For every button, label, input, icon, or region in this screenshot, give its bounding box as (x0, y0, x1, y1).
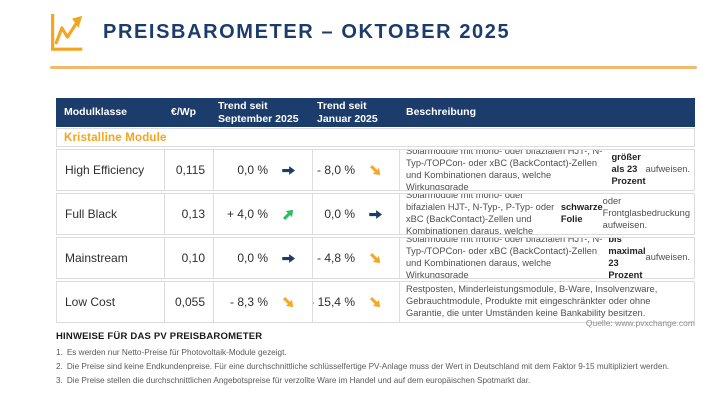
trend-september-cell: - 8,3 % (213, 282, 312, 322)
trend-value: - 4,8 % (316, 251, 355, 265)
table-row-full-black: Full Black 0,13 + 4,0 % 0,0 % Solarmodul… (56, 193, 695, 235)
footnote-item: 3. Die Preise stellen die durchschnittli… (56, 376, 716, 385)
col-header-trend-september: Trend seit September 2025 (212, 100, 311, 124)
module-class-cell: Full Black (65, 207, 118, 221)
description-text: Solarmodule mit mono- oder bifazialen HJ… (406, 150, 603, 190)
description-text: Solarmodule mit mono- oder bifazialen HJ… (406, 238, 603, 278)
module-class-cell: Mainstream (65, 251, 128, 265)
description-text-bold: schwarze Folie (560, 202, 603, 224)
description-text: aufweisen. (645, 252, 690, 263)
trend-value: - 8,3 % (229, 295, 268, 309)
price-cell: 0,055 (164, 282, 213, 322)
line-chart-icon (51, 14, 83, 51)
trend-arrow-icon (366, 163, 385, 178)
footnote-text: Es werden nur Netto-Preise für Photovolt… (66, 348, 287, 357)
trend-value: + 4,0 % (226, 207, 268, 221)
description-text-bold: bis maximal 23 Prozent (608, 238, 646, 278)
trend-value: - 8,0 % (316, 163, 355, 177)
section-row-kristalline-module: Kristalline Module (56, 128, 695, 147)
price-cell: 0,10 (164, 238, 213, 278)
description-cell: Restposten, Minderleistungsmodule, B-War… (399, 282, 696, 322)
footnotes: HINWEISE FÜR DAS PV PREISBAROMETER 1. Es… (56, 331, 716, 390)
price-table: Modulklasse €/Wp Trend seit September 20… (56, 98, 695, 323)
module-class-cell: Low Cost (65, 295, 116, 309)
trend-arrow-icon (279, 295, 298, 310)
trend-arrow-icon (279, 207, 298, 222)
description-cell: Solarmodule mit mono- oder bifazialen HJ… (399, 150, 696, 190)
col-header-line: Trend seit (317, 100, 367, 113)
col-header-line: September 2025 (218, 112, 299, 125)
trend-september-cell: 0,0 % (213, 150, 312, 190)
col-header-beschreibung: Beschreibung (406, 106, 477, 119)
trend-januar-cell: - 4,8 % (312, 238, 399, 278)
footnote-item: 2. Die Preise sind keine Endkundenpreise… (56, 362, 716, 371)
col-header-modulklasse: Modulklasse (64, 106, 128, 119)
trend-september-cell: + 4,0 % (213, 194, 312, 234)
trend-arrow-icon (279, 251, 298, 266)
footnote-number: 1. (56, 348, 63, 357)
module-class-cell: High Efficiency (65, 163, 145, 177)
col-header-price: €/Wp (171, 106, 197, 119)
price-cell: 0,13 (164, 194, 213, 234)
description-text: oder Frontglasbedruckung aufweisen. (602, 196, 691, 230)
table-row-mainstream: Mainstream 0,10 0,0 % - 4,8 % Solarmodul… (56, 237, 695, 279)
page-title: PREISBAROMETER – OKTOBER 2025 (103, 21, 511, 43)
col-header-line: Trend seit (218, 100, 268, 113)
trend-september-cell: 0,0 % (213, 238, 312, 278)
description-text-bold: größer als 23 Prozent (611, 152, 646, 186)
trend-arrow-icon (366, 207, 385, 222)
table-header-row: Modulklasse €/Wp Trend seit September 20… (56, 98, 695, 127)
description-cell: Solarmodule mit mono- oder bifazialen HJ… (399, 238, 696, 278)
description-text: Solarmodule mit mono- oder bifazialen HJ… (406, 194, 555, 234)
trend-value: 0,0 % (324, 207, 355, 221)
footnotes-title: HINWEISE FÜR DAS PV PREISBAROMETER (56, 331, 263, 342)
trend-arrow-icon (279, 163, 298, 178)
footnote-text: Die Preise stellen die durchschnittliche… (66, 376, 531, 385)
section-label: Kristalline Module (64, 131, 167, 144)
col-header-trend-januar: Trend seit Januar 2025 (311, 100, 398, 124)
trend-arrow-icon (366, 295, 385, 310)
description-text: Restposten, Minderleistungsmodule, B-War… (406, 284, 658, 318)
trend-arrow-icon (366, 251, 385, 266)
description-text: aufweisen. (645, 164, 690, 175)
trend-value: 0,0 % (237, 251, 268, 265)
table-row-high-efficiency: High Efficiency 0,115 0,0 % - 8,0 % Sola… (56, 149, 695, 191)
trend-value: 0,0 % (237, 163, 268, 177)
table-row-low-cost: Low Cost 0,055 - 8,3 % - 15,4 % Restpost… (56, 281, 695, 323)
col-header-line: Januar 2025 (317, 112, 378, 125)
footnote-text: Die Preise sind keine Endkundenpreise. F… (66, 362, 670, 371)
footnote-item: 1. Es werden nur Netto-Preise für Photov… (56, 348, 716, 357)
price-cell: 0,115 (164, 150, 213, 190)
page-header: PREISBAROMETER – OKTOBER 2025 (48, 10, 510, 55)
trend-januar-cell: 0,0 % (312, 194, 399, 234)
trend-value: - 15,4 % (312, 295, 355, 309)
footnote-number: 3. (56, 376, 63, 385)
trend-januar-cell: - 8,0 % (312, 150, 399, 190)
trend-januar-cell: - 15,4 % (312, 282, 399, 322)
source-credit: Quelle: www.pvxchange.com (585, 318, 695, 328)
footnote-number: 2. (56, 362, 63, 371)
description-cell: Solarmodule mit mono- oder bifazialen HJ… (399, 194, 696, 234)
orange-divider (50, 66, 697, 69)
